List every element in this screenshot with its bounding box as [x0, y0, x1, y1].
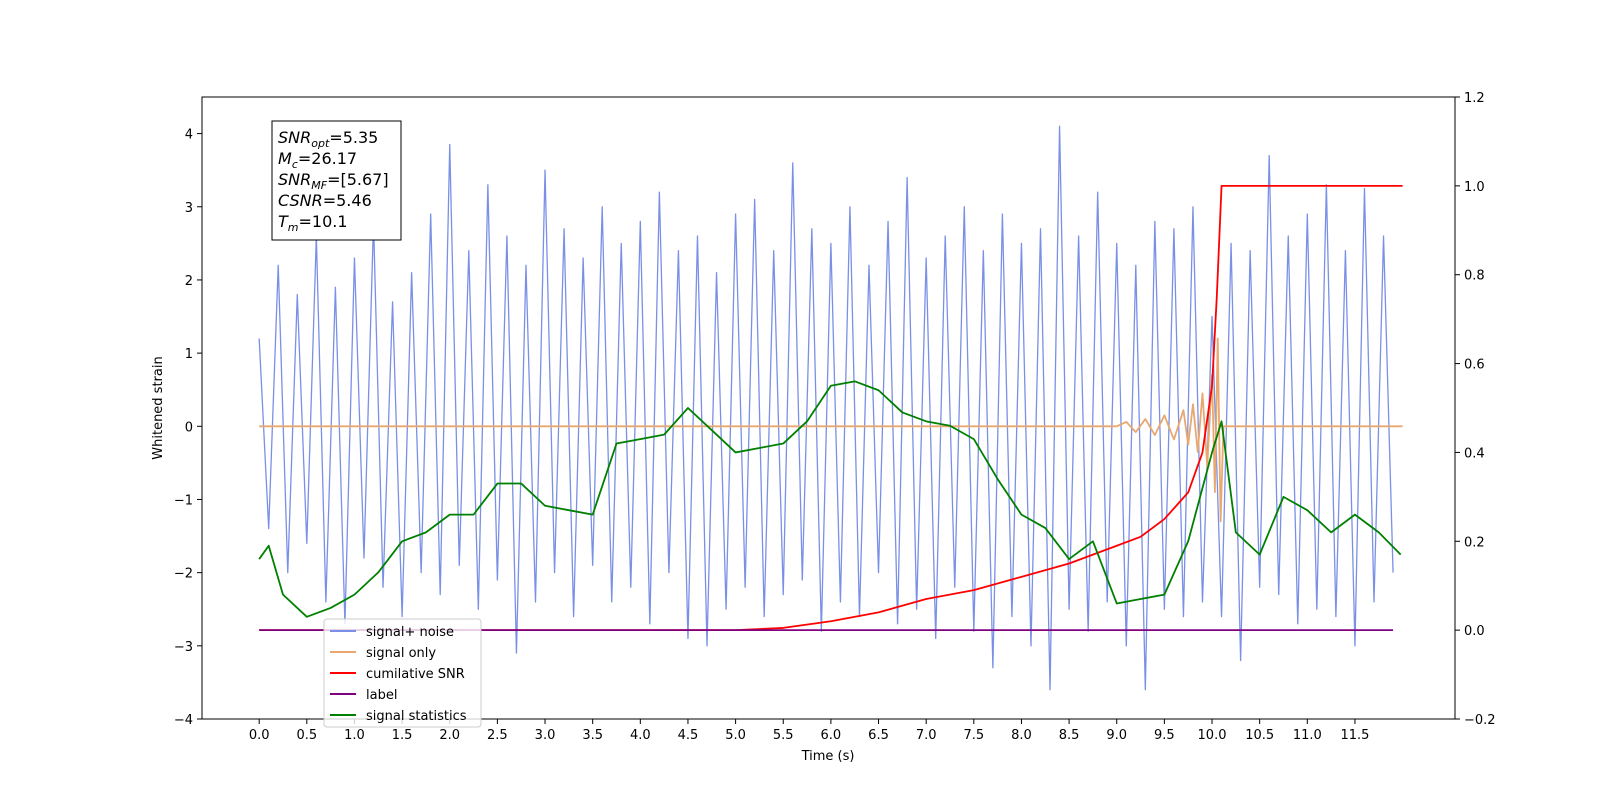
annotation-symbol: SNR: [278, 170, 311, 189]
x-tick-label: 6.0: [821, 728, 842, 743]
y-tick-label: 1: [185, 347, 193, 362]
annotation-value: =5.35: [329, 128, 378, 147]
x-tick-label: 1.5: [392, 728, 413, 743]
x-tick-label: 10.0: [1198, 728, 1227, 743]
x-tick-label: 5.5: [773, 728, 794, 743]
series-line: [258, 125, 1394, 691]
annotation-line: SNRopt=5.35: [278, 128, 378, 150]
x-tick-label: 6.5: [868, 728, 889, 743]
y-tick-label: −2: [174, 567, 193, 582]
annotation-symbol: SNR: [278, 128, 311, 147]
legend-label: signal only: [366, 646, 436, 661]
x-tick-label: 9.0: [1106, 728, 1127, 743]
x-tick-label: 8.0: [1011, 728, 1032, 743]
x-tick-label: 4.5: [678, 728, 699, 743]
x-tick-label: 11.0: [1293, 728, 1322, 743]
annotation-subscript: opt: [311, 137, 330, 150]
y-axis-label: Whitened strain: [151, 356, 166, 459]
x-tick-label: 2.0: [439, 728, 460, 743]
legend-label: signal statistics: [366, 709, 467, 724]
x-tick-label: 4.0: [630, 728, 651, 743]
x-tick-label: 0.0: [249, 728, 270, 743]
y2-tick-label: 0.4: [1464, 446, 1485, 461]
y-tick-label: 3: [185, 201, 193, 216]
annotation-line: CSNR=5.46: [278, 191, 372, 210]
y-tick-label: −4: [174, 713, 193, 728]
x-tick-label: 7.0: [916, 728, 937, 743]
x-tick-label: 8.5: [1059, 728, 1080, 743]
x-tick-label: 1.0: [344, 728, 365, 743]
y-tick-label: 0: [185, 420, 193, 435]
x-tick-label: 10.5: [1245, 728, 1274, 743]
x-tick-label: 0.5: [296, 728, 317, 743]
y2-tick-label: 0.6: [1464, 358, 1485, 373]
legend-label: cumilative SNR: [366, 667, 465, 682]
legend-box: [323, 618, 482, 728]
y-tick-label: −3: [174, 640, 193, 655]
x-tick-label: 3.0: [535, 728, 556, 743]
series-line: [258, 380, 1402, 618]
x-tick-label: 7.5: [963, 728, 984, 743]
annotation-subscript: c: [292, 158, 298, 171]
x-tick-label: 11.5: [1340, 728, 1369, 743]
annotation-value: =5.46: [323, 191, 372, 210]
legend-label: label: [366, 688, 397, 703]
x-axis-label: Time (s): [801, 749, 855, 764]
annotation-line: SNRMF=[5.67]: [278, 170, 389, 192]
annotation-box: [271, 120, 402, 241]
x-tick-label: 2.5: [487, 728, 508, 743]
x-tick-label: 5.0: [725, 728, 746, 743]
annotation-subscript: MF: [311, 179, 327, 192]
series-line: [259, 337, 1403, 523]
y2-tick-label: −0.2: [1464, 713, 1496, 728]
annotation-value: =26.17: [298, 149, 357, 168]
y-tick-label: 4: [185, 128, 193, 143]
annotation-value: =10.1: [299, 212, 348, 231]
annotation-line: Mc=26.17: [278, 149, 357, 171]
y2-tick-label: 0.8: [1464, 269, 1485, 284]
y2-tick-label: 0.2: [1464, 535, 1485, 550]
series-line: [259, 184, 1403, 632]
annotation-symbol: CSNR: [278, 191, 323, 210]
y2-tick-label: 1.0: [1464, 180, 1485, 195]
annotation-subscript: m: [288, 221, 299, 234]
x-tick-label: 9.5: [1154, 728, 1175, 743]
annotation-line: Tm=10.1: [278, 212, 348, 234]
annotation-symbol: T: [278, 212, 289, 231]
y2-tick-label: 1.2: [1464, 91, 1485, 106]
annotation-value: =[5.67]: [327, 170, 389, 189]
y2-tick-label: 0.0: [1464, 624, 1485, 639]
y-tick-label: −1: [174, 493, 193, 508]
y-tick-label: 2: [185, 274, 193, 289]
x-tick-label: 3.5: [582, 728, 603, 743]
legend-label: signal+ noise: [366, 625, 454, 640]
plot-frame: [201, 96, 1456, 720]
annotation-symbol: M: [278, 149, 292, 168]
